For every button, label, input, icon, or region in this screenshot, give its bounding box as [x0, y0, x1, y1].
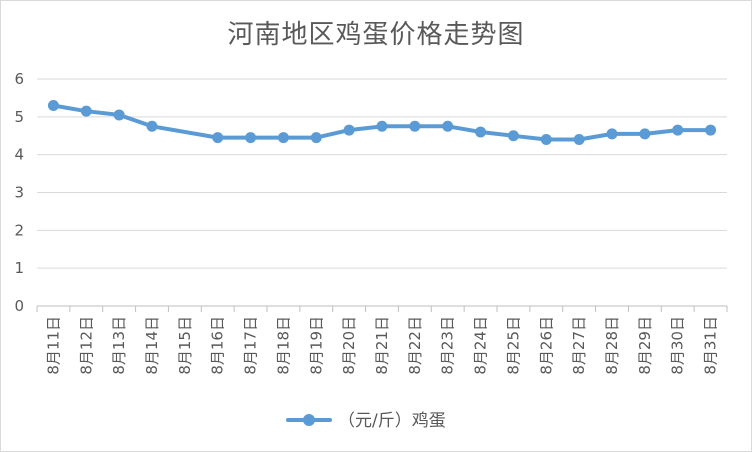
gridlines — [37, 78, 727, 307]
data-point — [705, 124, 717, 136]
x-tick-label: 8月19日 — [307, 316, 325, 375]
y-tick-label: 5 — [14, 108, 24, 126]
series-layer — [47, 99, 717, 146]
data-point — [442, 120, 454, 132]
x-tick-label: 8月12日 — [77, 316, 95, 375]
x-tick-label: 8月15日 — [176, 316, 194, 375]
x-tick-label: 8月25日 — [504, 316, 522, 375]
data-point — [343, 124, 355, 136]
data-point — [113, 109, 125, 121]
data-point — [277, 132, 289, 144]
y-tick-label: 1 — [14, 259, 24, 277]
x-tick-label: 8月14日 — [143, 316, 161, 375]
data-point — [310, 132, 322, 144]
chart-title: 河南地区鸡蛋价格走势图 — [227, 20, 525, 50]
data-point — [376, 120, 388, 132]
x-tick-label: 8月23日 — [439, 316, 457, 375]
y-axis-tick-labels: 0 1 2 3 4 5 6 — [14, 70, 24, 315]
legend-marker — [303, 414, 315, 426]
data-point — [212, 132, 224, 144]
data-point — [639, 128, 651, 140]
x-tick-label: 8月17日 — [242, 316, 260, 375]
y-tick-label: 6 — [14, 70, 24, 88]
data-point — [507, 130, 519, 142]
x-tick-label: 8月26日 — [537, 316, 555, 375]
y-tick-label: 2 — [14, 221, 24, 239]
x-tick-label: 8月30日 — [669, 316, 687, 375]
data-point — [540, 134, 552, 146]
data-point — [475, 126, 487, 138]
data-point — [606, 128, 618, 140]
x-tick-label: 8月24日 — [472, 316, 490, 375]
x-tick-label: 8月29日 — [636, 316, 654, 375]
x-tick-label: 8月11日 — [44, 316, 62, 375]
x-tick-label: 8月20日 — [340, 316, 358, 375]
y-tick-label: 4 — [14, 146, 24, 164]
legend: （元/斤）鸡蛋 — [286, 411, 446, 431]
data-point — [80, 105, 92, 117]
data-point — [245, 132, 257, 144]
data-point — [47, 99, 59, 111]
data-point — [573, 134, 585, 146]
x-axis: 8月11日 8月12日 8月13日 8月14日 8月15日 8月16日 8月17日 8月18日… — [36, 306, 728, 375]
x-tick-label: 8月22日 — [406, 316, 424, 375]
y-tick-label: 0 — [14, 297, 24, 315]
legend-label: （元/斤）鸡蛋 — [338, 411, 446, 431]
series-line — [51, 103, 713, 142]
data-point — [146, 120, 158, 132]
data-point — [409, 120, 421, 132]
x-tick-label: 8月21日 — [373, 316, 391, 375]
data-point — [672, 124, 684, 136]
x-tick-label: 8月27日 — [570, 316, 588, 375]
x-tick-label: 8月31日 — [702, 316, 720, 375]
y-tick-label: 3 — [14, 184, 24, 202]
x-tick-label: 8月16日 — [209, 316, 227, 375]
x-tick-label: 8月28日 — [603, 316, 621, 375]
x-tick-label: 8月13日 — [110, 316, 128, 375]
x-tick-label: 8月18日 — [274, 316, 292, 375]
